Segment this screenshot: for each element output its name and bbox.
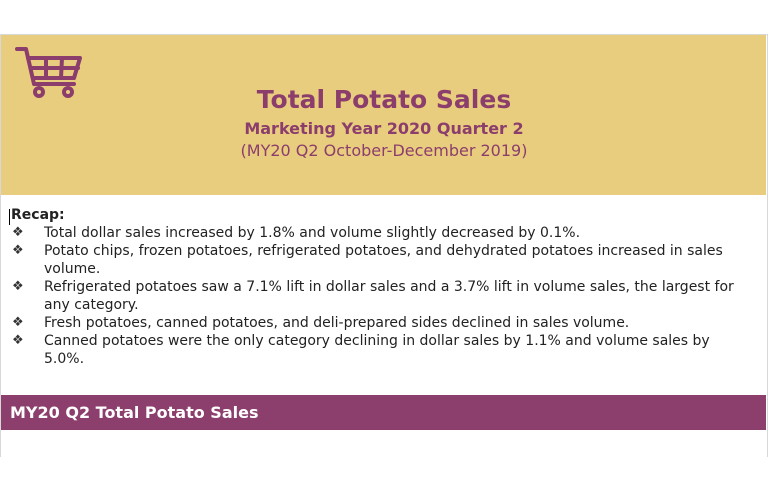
list-item: ❖ Total dollar sales increased by 1.8% a… xyxy=(11,224,751,242)
page-title: Total Potato Sales xyxy=(256,85,512,114)
recap-bullet-list: ❖ Total dollar sales increased by 1.8% a… xyxy=(11,224,751,368)
bullet-text: Canned potatoes were the only category d… xyxy=(44,333,710,367)
page-subtitle: Marketing Year 2020 Quarter 2 xyxy=(244,119,524,138)
diamond-bullet-icon: ❖ xyxy=(12,333,24,348)
period-text: (MY20 Q2 October-December 2019) xyxy=(240,141,528,160)
bullet-text: Total dollar sales increased by 1.8% and… xyxy=(44,225,581,241)
shopping-cart-icon xyxy=(15,47,82,98)
list-item: ❖ Potato chips, frozen potatoes, refrige… xyxy=(11,242,751,278)
recap-heading: Recap: xyxy=(11,207,65,223)
text-cursor xyxy=(9,209,10,225)
diamond-bullet-icon: ❖ xyxy=(12,279,24,294)
header-banner xyxy=(1,35,766,195)
list-item: ❖ Refrigerated potatoes saw a 7.1% lift … xyxy=(11,278,751,314)
section-title: MY20 Q2 Total Potato Sales xyxy=(10,403,259,422)
section-header-bar: MY20 Q2 Total Potato Sales xyxy=(1,395,766,430)
bullet-text: Fresh potatoes, canned potatoes, and del… xyxy=(44,315,630,331)
recap-section: Recap: ❖ Total dollar sales increased by… xyxy=(11,206,751,368)
diamond-bullet-icon: ❖ xyxy=(12,243,24,258)
diamond-bullet-icon: ❖ xyxy=(12,225,24,240)
list-item: ❖ Canned potatoes were the only category… xyxy=(11,332,751,368)
bullet-text: Refrigerated potatoes saw a 7.1% lift in… xyxy=(44,279,734,313)
bullet-text: Potato chips, frozen potatoes, refrigera… xyxy=(44,243,723,277)
diamond-bullet-icon: ❖ xyxy=(12,315,24,330)
list-item: ❖ Fresh potatoes, canned potatoes, and d… xyxy=(11,314,751,332)
